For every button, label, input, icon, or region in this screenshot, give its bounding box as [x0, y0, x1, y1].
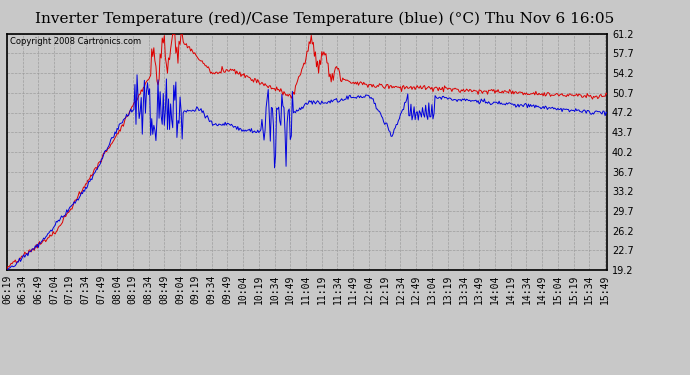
Text: Copyright 2008 Cartronics.com: Copyright 2008 Cartronics.com [10, 37, 141, 46]
Text: Inverter Temperature (red)/Case Temperature (blue) (°C) Thu Nov 6 16:05: Inverter Temperature (red)/Case Temperat… [34, 11, 614, 26]
